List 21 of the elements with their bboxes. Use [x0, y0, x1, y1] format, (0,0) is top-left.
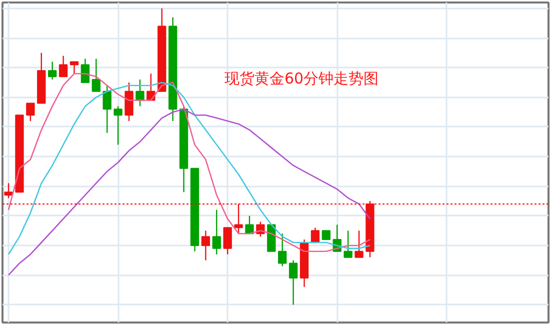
candlestick — [136, 78, 144, 107]
candlestick — [48, 61, 57, 80]
candlestick — [201, 230, 210, 261]
candlestick — [288, 260, 298, 306]
candlestick — [26, 102, 35, 122]
candlestick — [212, 209, 221, 255]
candlestick — [234, 203, 243, 234]
candlestick — [124, 82, 134, 122]
candlestick — [80, 58, 90, 84]
candlestick — [344, 230, 352, 258]
candlestick — [354, 230, 364, 258]
candlestick — [102, 84, 112, 134]
candlestick — [58, 55, 68, 78]
text: 现货黄金60分钟走势图 — [224, 70, 379, 88]
candlestick — [278, 233, 287, 267]
candlestick — [223, 227, 232, 255]
candlestick — [245, 215, 254, 234]
candlestick — [310, 227, 320, 244]
candlestick — [4, 182, 13, 199]
candlestick — [114, 106, 122, 146]
candlestick — [92, 58, 100, 92]
